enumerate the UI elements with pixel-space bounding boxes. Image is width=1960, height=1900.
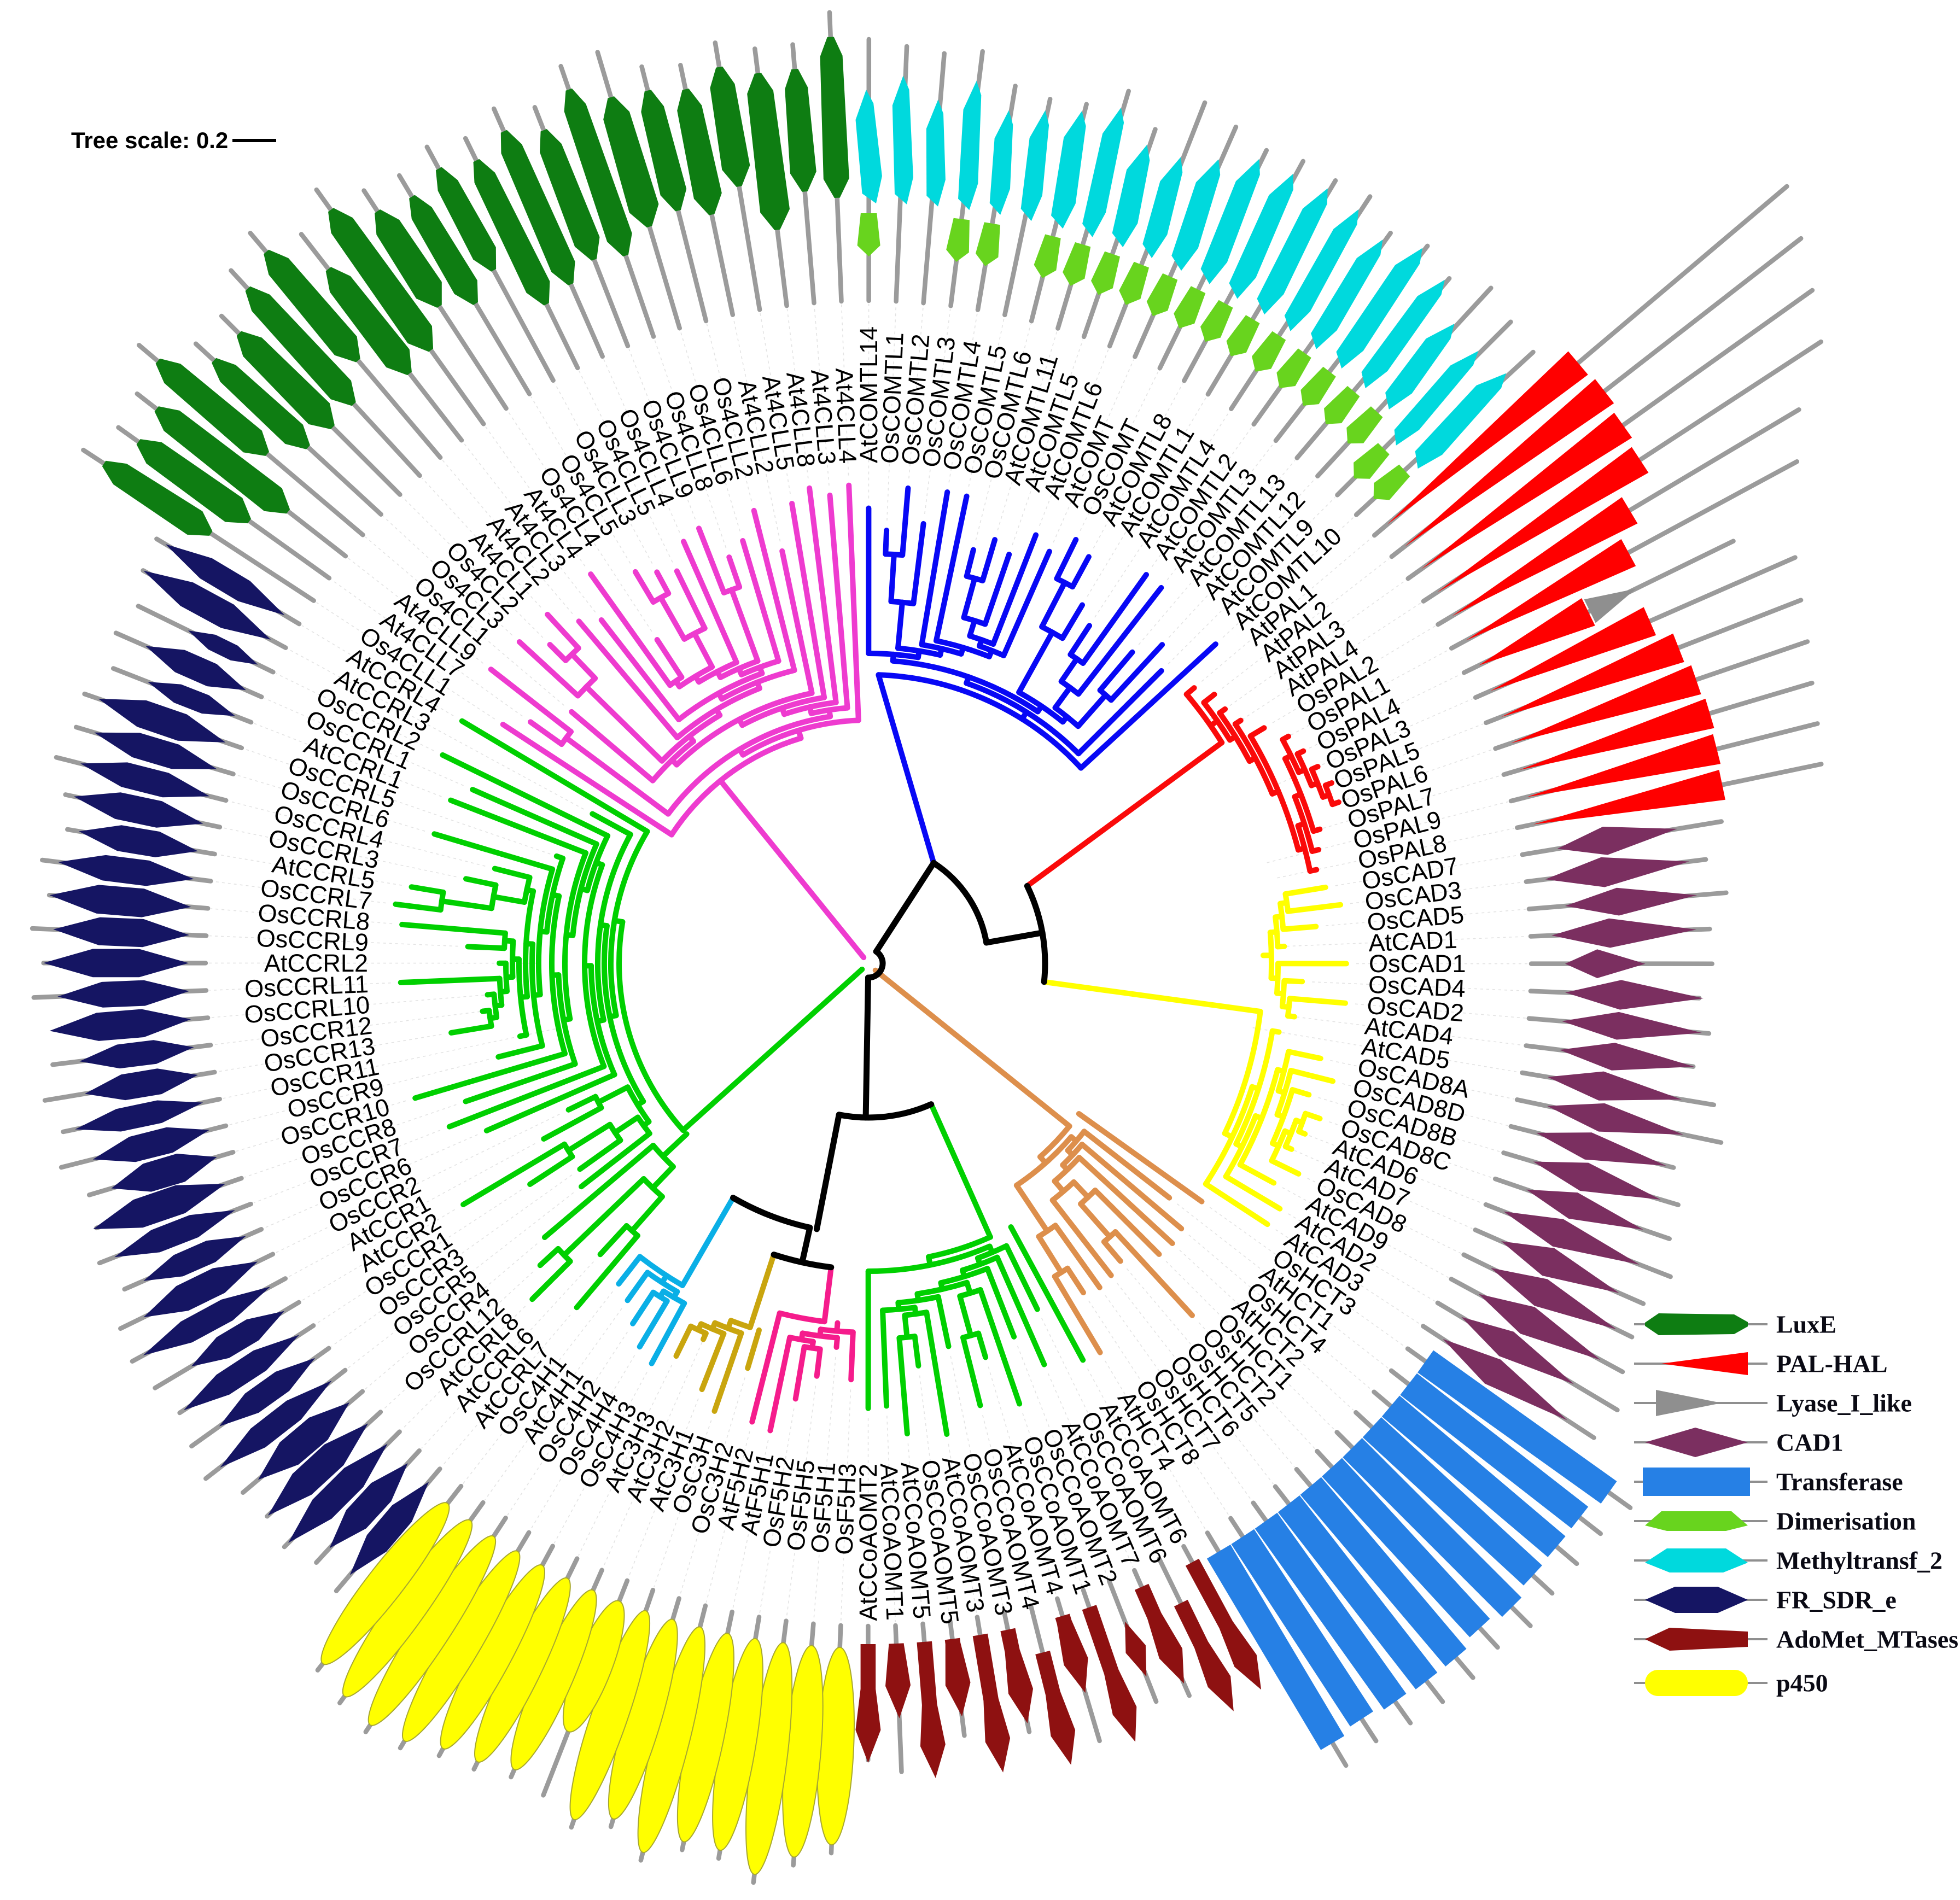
svg-text:OsCCRL11: OsCCRL11	[244, 970, 369, 1003]
svg-text:AtCOMTL14: AtCOMTL14	[855, 326, 883, 463]
svg-text:AtCCoAOMT2: AtCCoAOMT2	[854, 1464, 882, 1621]
svg-text:LuxE: LuxE	[1776, 1311, 1836, 1338]
svg-text:CAD1: CAD1	[1776, 1429, 1844, 1457]
svg-text:AtCCoAOMT1: AtCCoAOMT1	[875, 1463, 909, 1621]
svg-text:Dimerisation: Dimerisation	[1776, 1507, 1916, 1535]
svg-text:OsCOMTL1: OsCOMTL1	[876, 332, 909, 464]
svg-text:AtCAD1: AtCAD1	[1368, 926, 1457, 957]
svg-text:FR_SDR_e: FR_SDR_e	[1776, 1586, 1897, 1614]
svg-text:PAL-HAL: PAL-HAL	[1776, 1350, 1888, 1378]
svg-text:OsCAD4: OsCAD4	[1368, 971, 1466, 1002]
svg-text:At4CLL4: At4CLL4	[830, 367, 862, 464]
svg-text:OsCCRL9: OsCCRL9	[256, 924, 369, 957]
svg-text:Tree scale: 0.2: Tree scale: 0.2	[71, 127, 228, 153]
svg-text:p450: p450	[1776, 1669, 1828, 1697]
svg-text:AtCCRL2: AtCCRL2	[264, 949, 368, 977]
svg-text:OsCAD1: OsCAD1	[1369, 950, 1466, 978]
svg-text:OsF5H3: OsF5H3	[830, 1463, 861, 1556]
svg-text:AdoMet_MTases: AdoMet_MTases	[1776, 1626, 1958, 1653]
svg-text:Methyltransf_2: Methyltransf_2	[1776, 1547, 1942, 1575]
svg-text:Transferase: Transferase	[1776, 1468, 1903, 1496]
svg-text:Lyase_I_like: Lyase_I_like	[1776, 1389, 1912, 1417]
